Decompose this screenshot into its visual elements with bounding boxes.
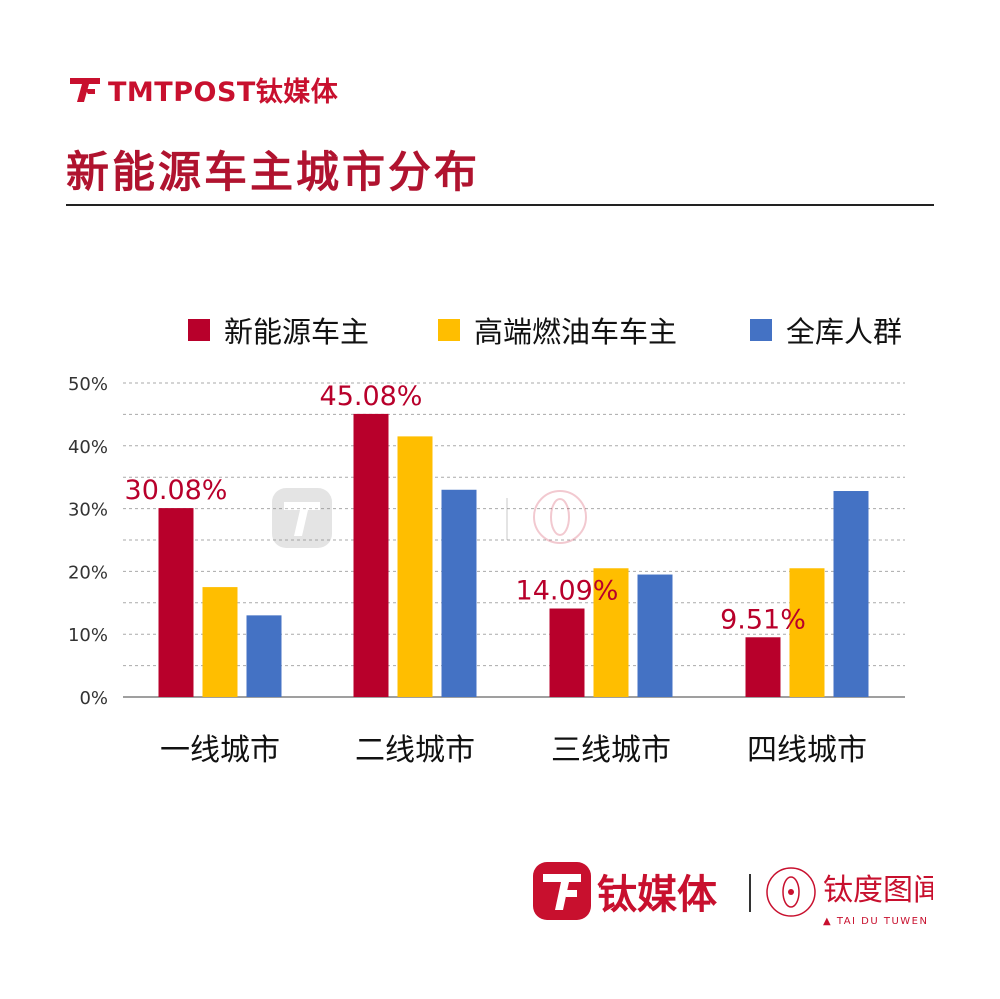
bar [637, 574, 673, 697]
sub-brand-name: 钛度图闻 [823, 873, 933, 908]
legend-item-premium-fuel-owners: 高端燃油车车主 [438, 310, 677, 350]
bar [246, 615, 282, 697]
bar [397, 436, 433, 697]
brand-name: TMTPOST钛媒体 [108, 76, 339, 108]
data-label: 45.08% [320, 381, 423, 412]
data-label: 30.08% [125, 475, 228, 506]
bar [202, 587, 238, 697]
legend-label: 高端燃油车车主 [474, 315, 678, 349]
bar [353, 413, 389, 697]
bar [593, 568, 629, 697]
y-tick-label: 20% [68, 562, 108, 583]
x-tick-label: 二线城市 [355, 733, 475, 768]
tai-du-logo-icon [766, 867, 816, 917]
bar [441, 489, 477, 697]
bar [158, 508, 194, 697]
y-tick-label: 30% [68, 500, 108, 521]
footer-brand-name: 钛媒体 [597, 872, 717, 918]
y-tick-label: 50% [68, 374, 108, 395]
bar [745, 637, 781, 697]
data-label: 9.51% [720, 604, 806, 635]
title-divider [66, 204, 934, 206]
x-tick-label: 一线城市 [160, 733, 280, 768]
y-tick-label: 40% [68, 437, 108, 458]
brand-footer: 钛媒体 钛度图闻 ▲ TAI DU TUWEN ▲ [533, 862, 933, 927]
legend-item-all-users: 全库人群 [750, 310, 902, 350]
tmtpost-logo-icon [70, 78, 100, 102]
legend-label: 全库人群 [786, 315, 903, 349]
x-tick-label: 三线城市 [551, 733, 671, 768]
bar [549, 608, 585, 697]
y-tick-label: 0% [79, 688, 108, 709]
x-tick-label: 四线城市 [747, 733, 867, 768]
legend-swatch [438, 319, 460, 341]
legend-label: 新能源车主 [224, 315, 370, 349]
chart-legend: 新能源车主 高端燃油车车主 全库人群 [188, 310, 918, 350]
legend-swatch [188, 319, 210, 341]
data-label: 14.09% [516, 576, 619, 607]
legend-item-ev-owners: 新能源车主 [188, 310, 369, 350]
legend-swatch [750, 319, 772, 341]
sub-brand-en: ▲ TAI DU TUWEN ▲ [823, 916, 933, 927]
page-title: 新能源车主城市分布 [66, 148, 480, 198]
brand-header: TMTPOST钛媒体 [68, 72, 339, 108]
y-tick-label: 10% [68, 625, 108, 646]
bar [789, 568, 825, 697]
bar [833, 491, 869, 697]
